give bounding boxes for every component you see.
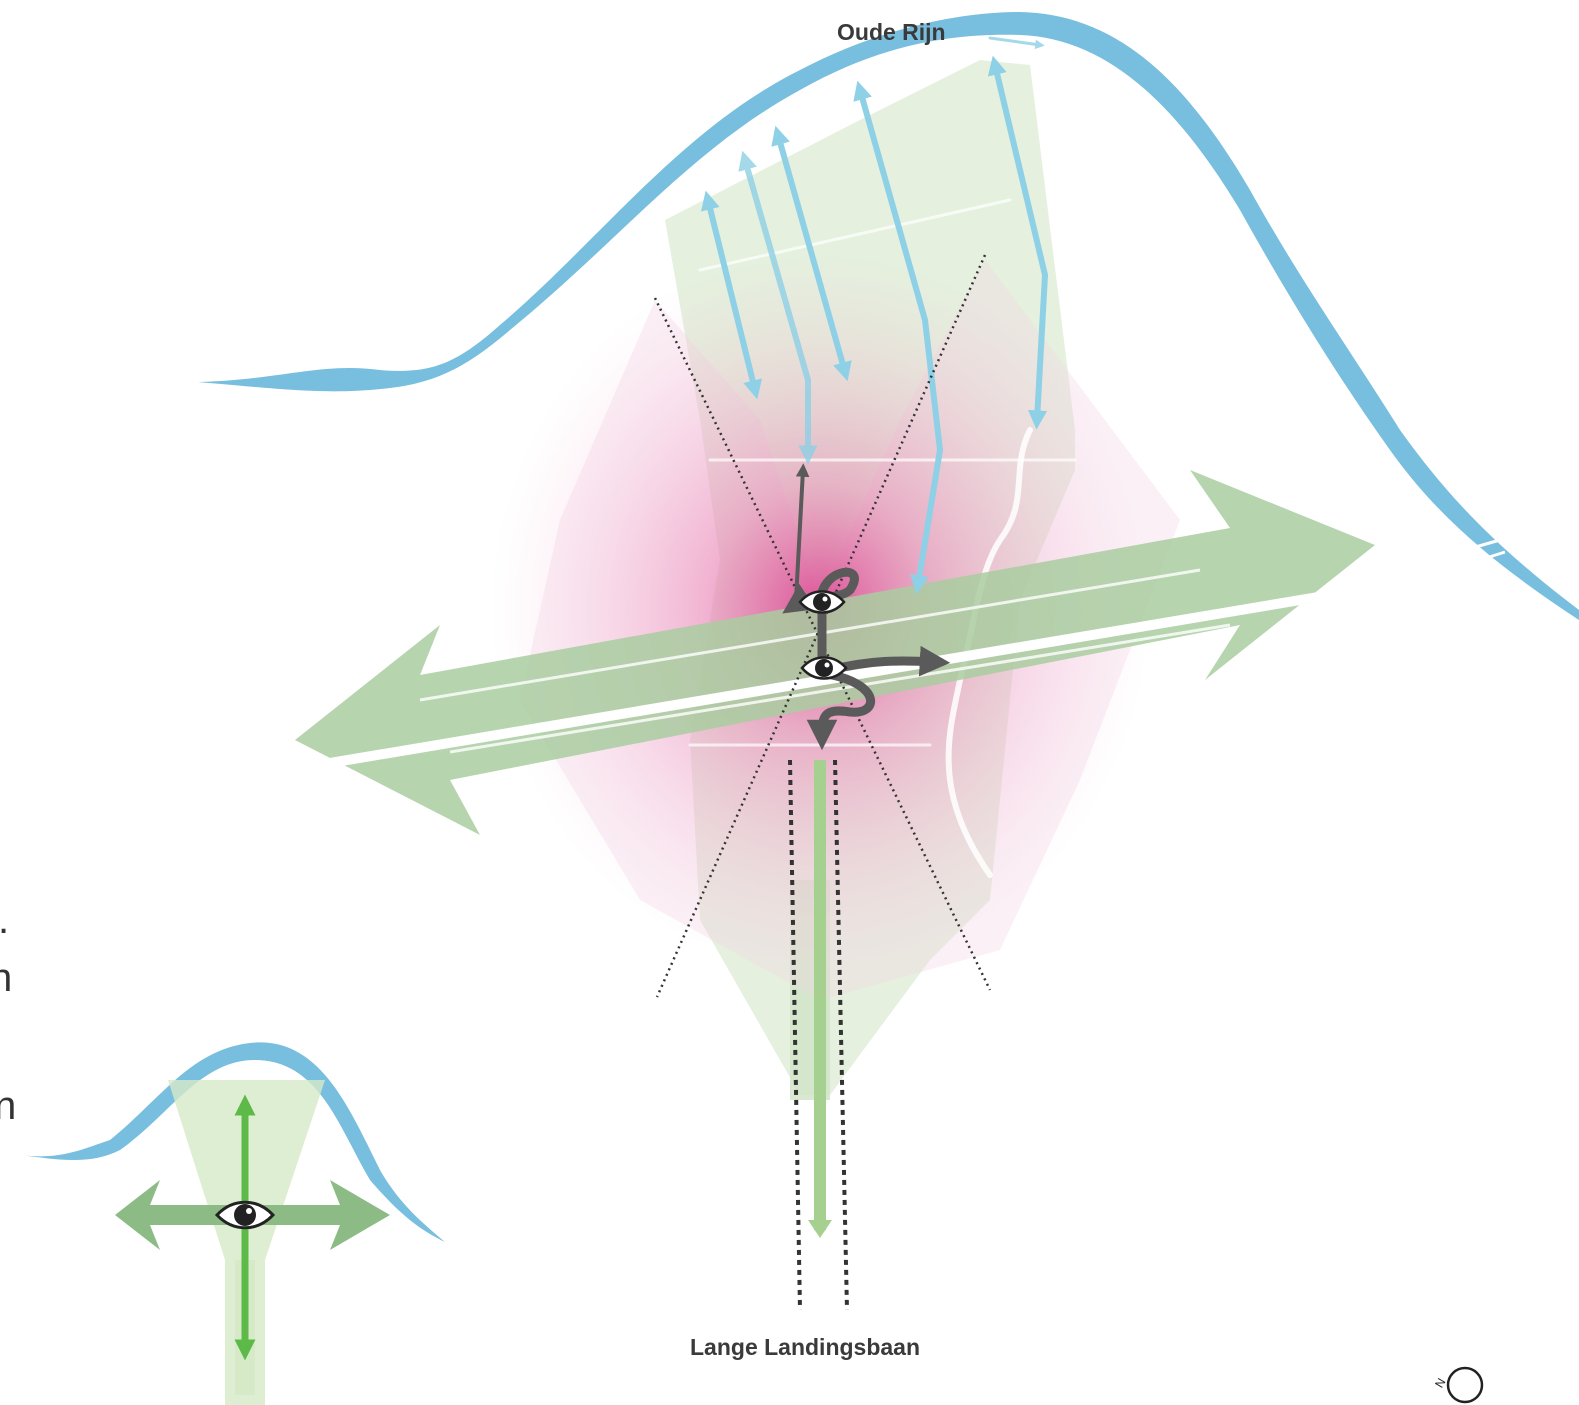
clipped-text-2: n	[0, 956, 13, 1000]
river-oude-rijn	[198, 12, 1579, 620]
eye-icon	[798, 590, 846, 614]
eye-icon	[214, 1200, 276, 1230]
legend-diagram	[20, 1042, 445, 1405]
runway-label: Lange Landingsbaan	[690, 1334, 921, 1360]
clipped-text-3: n	[0, 1084, 17, 1128]
river-label: Oude Rijn	[837, 19, 946, 45]
compass-icon	[1446, 1366, 1484, 1404]
water-arrows	[700, 36, 1049, 595]
eye-icon	[800, 656, 848, 680]
clipped-text-1: .	[0, 900, 9, 940]
runway-axis	[808, 760, 832, 1238]
